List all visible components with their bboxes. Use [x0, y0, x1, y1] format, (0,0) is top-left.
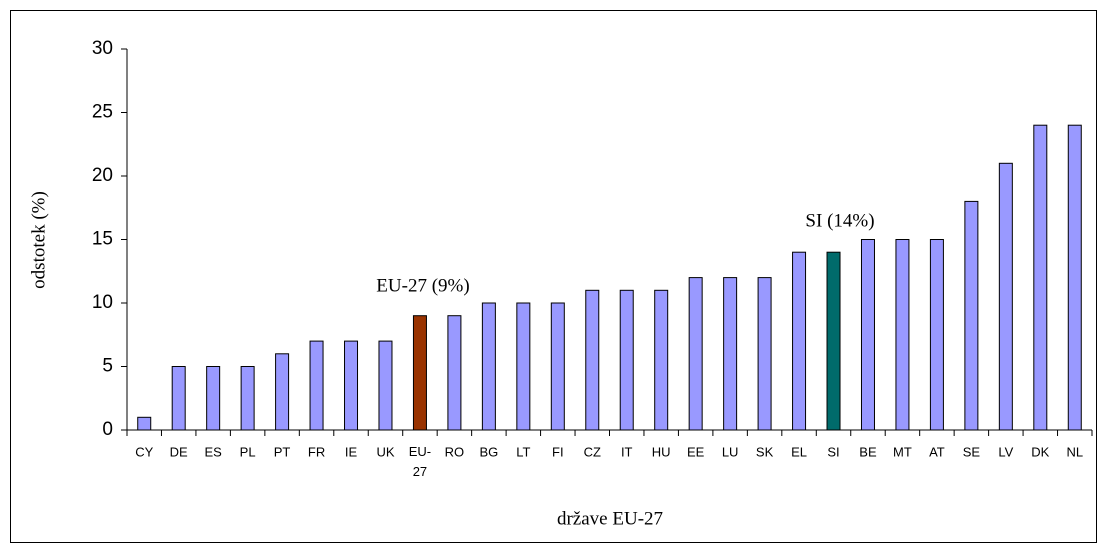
x-tick-label: DK: [1031, 444, 1049, 459]
x-tick-label: SK: [756, 444, 774, 459]
x-tick-label: FR: [308, 444, 325, 459]
x-tick-label: UK: [376, 444, 394, 459]
x-tick-label: SI: [827, 444, 839, 459]
x-tick-label: AT: [929, 444, 945, 459]
bar: [550, 302, 565, 431]
x-tick-label: IE: [345, 444, 358, 459]
chart-border: [10, 10, 1097, 543]
bar: [860, 239, 875, 431]
x-tick-label: EL: [791, 444, 807, 459]
x-tick-label: RO: [445, 444, 465, 459]
x-tick-label: NL: [1066, 444, 1083, 459]
x-tick-label: LU: [722, 444, 739, 459]
x-tick-label: EE: [687, 444, 705, 459]
bar: [378, 340, 393, 431]
bar: [688, 277, 703, 431]
bar: [757, 277, 772, 431]
x-tick-label: FI: [552, 444, 564, 459]
x-tick-label: SE: [963, 444, 981, 459]
bar: [137, 416, 152, 431]
x-tick-label: ES: [204, 444, 222, 459]
bar: [619, 289, 634, 431]
bar: [447, 315, 462, 431]
annotation: EU-27 (9%): [376, 275, 469, 296]
bar: [964, 200, 979, 431]
annotation: SI (14%): [805, 210, 874, 231]
bar: [1033, 124, 1048, 431]
y-tick-label: 5: [102, 356, 113, 377]
x-tick-label: IT: [621, 444, 633, 459]
bar: [929, 239, 944, 431]
bar: [585, 289, 600, 431]
bar: [481, 302, 496, 431]
bar: [240, 366, 255, 431]
bar: [344, 340, 359, 431]
x-tick-label: BE: [859, 444, 877, 459]
x-tick-label: BG: [479, 444, 498, 459]
x-tick-label: MT: [893, 444, 912, 459]
bar: [309, 340, 324, 431]
x-tick-label: PT: [274, 444, 291, 459]
y-tick-label: 20: [92, 165, 113, 186]
bar: [275, 353, 290, 431]
x-tick-label: LV: [998, 444, 1013, 459]
bar: [206, 366, 221, 431]
bar: [723, 277, 738, 431]
bar: [1067, 124, 1082, 431]
x-axis-label: države EU-27: [557, 508, 663, 529]
y-tick-label: 15: [92, 229, 113, 250]
x-tick-label: PL: [240, 444, 256, 459]
bar: [654, 289, 669, 431]
bar: [792, 251, 807, 431]
bar: [412, 315, 427, 431]
x-tick-label: LT: [516, 444, 530, 459]
x-tick-label: EU-27: [409, 444, 431, 479]
y-axis-label: odstotek (%): [28, 191, 49, 289]
x-tick-label: CY: [135, 444, 153, 459]
y-tick-label: 30: [92, 38, 113, 59]
x-tick-label: HU: [652, 444, 671, 459]
y-tick-label: 25: [92, 102, 113, 123]
bar: [171, 366, 186, 431]
bar: [516, 302, 531, 431]
y-tick-label: 10: [92, 292, 113, 313]
y-tick-label: 0: [102, 419, 113, 440]
bar: [826, 251, 841, 431]
bar: [998, 162, 1013, 431]
x-tick-label: CZ: [584, 444, 601, 459]
x-tick-label: DE: [170, 444, 188, 459]
bar: [895, 239, 910, 431]
